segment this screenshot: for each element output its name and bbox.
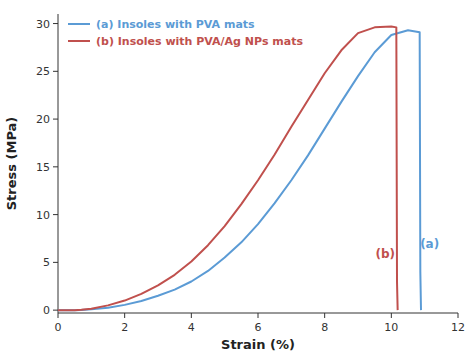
legend-swatch: [68, 40, 90, 42]
chart: 0 2 4 6 8 10 12 0 5 10 15 20 25 30 Strain (%) Stress (M…: [0, 0, 474, 359]
x-tick-label: 8: [321, 321, 328, 334]
x-tick: [58, 313, 59, 318]
x-tick: [124, 313, 125, 318]
y-tick: [53, 23, 58, 24]
x-axis-label: Strain (%): [221, 337, 295, 352]
x-tick-label: 6: [255, 321, 262, 334]
y-tick: [53, 214, 58, 215]
x-tick-label: 10: [384, 321, 398, 334]
series-line: [58, 26, 398, 310]
legend-label: (b) Insoles with PVA/Ag NPs mats: [96, 35, 303, 48]
annotation: (a): [420, 237, 439, 251]
y-tick-label: 20: [36, 113, 50, 126]
x-tick: [391, 313, 392, 318]
y-axis-label: Stress (MPa): [4, 117, 19, 211]
y-tick: [53, 119, 58, 120]
y-tick: [53, 71, 58, 72]
x-tick: [191, 313, 192, 318]
y-tick: [53, 166, 58, 167]
plot-area: [58, 26, 421, 310]
y-tick-label: 0: [43, 304, 50, 317]
x-tick-label: 12: [451, 321, 465, 334]
series-line: [58, 30, 421, 310]
y-axis-line: [58, 14, 59, 313]
legend-label: (a) Insoles with PVA mats: [96, 18, 255, 31]
x-tick: [458, 313, 459, 318]
legend: (a) Insoles with PVA mats (b) Insoles wit…: [68, 18, 303, 48]
y-tick-label: 25: [36, 65, 50, 78]
y-tick-label: 15: [36, 161, 50, 174]
x-tick: [324, 313, 325, 318]
x-tick-label: 4: [188, 321, 195, 334]
legend-swatch: [68, 23, 90, 25]
y-tick-label: 30: [36, 18, 50, 31]
y-tick-label: 5: [43, 256, 50, 269]
annotation: (b): [376, 247, 396, 261]
y-tick: [53, 262, 58, 263]
x-tick-label: 2: [121, 321, 128, 334]
x-tick: [258, 313, 259, 318]
y-tick: [53, 310, 58, 311]
y-tick-label: 10: [36, 209, 50, 222]
x-tick-label: 0: [55, 321, 62, 334]
